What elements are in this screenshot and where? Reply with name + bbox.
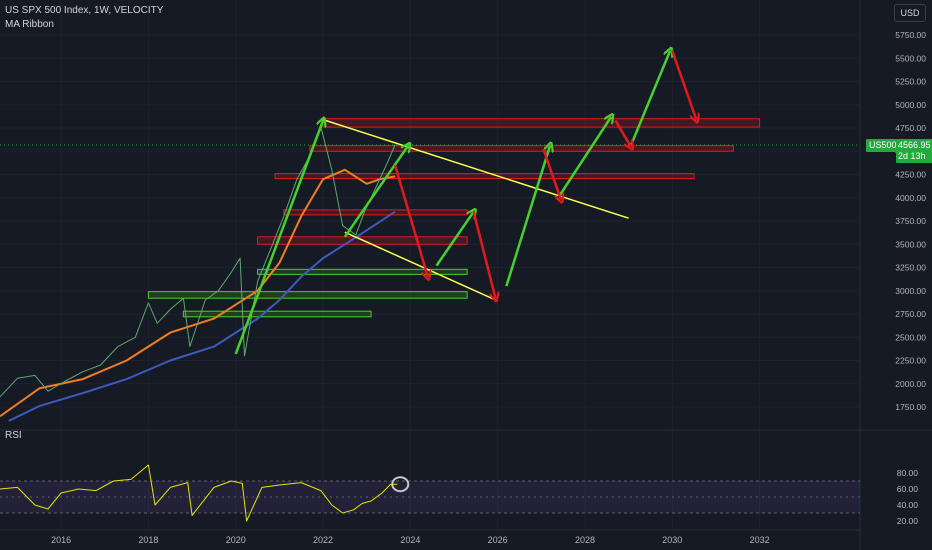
y-tick-label: 4000.00 bbox=[895, 193, 926, 203]
y-tick-label: 3750.00 bbox=[895, 216, 926, 226]
rsi-highlight-circle bbox=[391, 476, 410, 493]
channel-line bbox=[322, 118, 629, 219]
support-zone bbox=[182, 310, 372, 318]
y-tick-label: 5750.00 bbox=[895, 30, 926, 40]
y-tick-label: 4750.00 bbox=[895, 123, 926, 133]
resistance-zone bbox=[322, 118, 761, 128]
y-tick-label: 2500.00 bbox=[895, 332, 926, 342]
down-arrow bbox=[671, 50, 696, 120]
x-tick-label: 2030 bbox=[662, 535, 682, 545]
down-arrow bbox=[472, 211, 496, 298]
y-tick-label: 1750.00 bbox=[895, 402, 926, 412]
bar-countdown: 2d 13h bbox=[898, 151, 926, 161]
x-tick-label: 2026 bbox=[488, 535, 508, 545]
x-tick-label: 2024 bbox=[400, 535, 420, 545]
last-price-tag: 4566.95 2d 13h bbox=[896, 139, 932, 163]
rsi-tick-label: 80.00 bbox=[897, 468, 919, 478]
support-zone bbox=[257, 268, 468, 275]
x-tick-label: 2032 bbox=[750, 535, 770, 545]
y-tick-label: 5250.00 bbox=[895, 77, 926, 87]
y-tick-label: 2750.00 bbox=[895, 309, 926, 319]
symbol-price-tag: US500 bbox=[866, 139, 900, 152]
resistance-zone bbox=[283, 209, 468, 216]
rsi-legend[interactable]: RSI bbox=[5, 430, 22, 441]
y-tick-label: 5500.00 bbox=[895, 53, 926, 63]
last-price-value: 4566.95 bbox=[898, 140, 931, 150]
up-arrow bbox=[435, 212, 474, 267]
y-tick-label: 2250.00 bbox=[895, 356, 926, 366]
chart-title: US SPX 500 Index, 1W, VELOCITY bbox=[5, 5, 164, 16]
x-tick-label: 2016 bbox=[51, 535, 71, 545]
channel-line bbox=[344, 231, 498, 302]
currency-button[interactable]: USD bbox=[894, 4, 926, 22]
y-tick-label: 3250.00 bbox=[895, 263, 926, 273]
ma-slow-line bbox=[8, 210, 396, 422]
resistance-zone bbox=[274, 173, 695, 180]
rsi-line bbox=[0, 464, 398, 522]
down-arrow bbox=[542, 148, 561, 199]
ma-fast-line bbox=[0, 168, 396, 418]
rsi-tick-label: 60.00 bbox=[897, 484, 919, 494]
up-arrow bbox=[234, 121, 323, 355]
rsi-tick-label: 20.00 bbox=[897, 516, 919, 526]
up-arrow bbox=[343, 146, 408, 238]
price-line bbox=[0, 126, 396, 398]
down-arrow bbox=[393, 164, 428, 277]
y-tick-label: 3000.00 bbox=[895, 286, 926, 296]
x-tick-label: 2018 bbox=[138, 535, 158, 545]
y-tick-label: 3500.00 bbox=[895, 239, 926, 249]
x-tick-label: 2022 bbox=[313, 535, 333, 545]
up-arrow bbox=[505, 146, 550, 287]
support-zone bbox=[147, 291, 468, 299]
x-tick-label: 2028 bbox=[575, 535, 595, 545]
indicator-legend[interactable]: MA Ribbon bbox=[5, 19, 54, 30]
rsi-band bbox=[0, 481, 860, 513]
x-tick-label: 2020 bbox=[226, 535, 246, 545]
up-arrow bbox=[629, 51, 670, 147]
down-arrow bbox=[614, 119, 631, 147]
up-arrow bbox=[557, 117, 611, 198]
y-tick-label: 4250.00 bbox=[895, 170, 926, 180]
rsi-tick-label: 40.00 bbox=[897, 500, 919, 510]
y-tick-label: 2000.00 bbox=[895, 379, 926, 389]
resistance-zone bbox=[309, 145, 734, 152]
y-tick-label: 5000.00 bbox=[895, 100, 926, 110]
